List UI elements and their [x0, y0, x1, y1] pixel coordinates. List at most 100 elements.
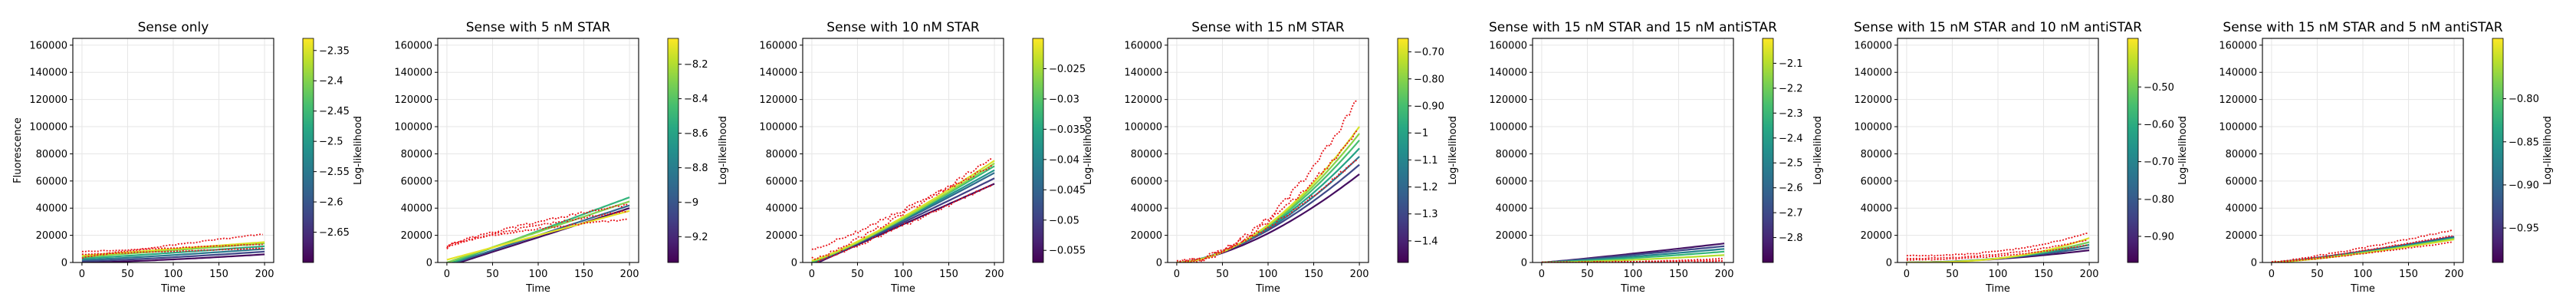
x-tick-label: 200	[985, 269, 1004, 280]
x-tick-label: 50	[486, 269, 499, 280]
model-line-5	[446, 210, 630, 261]
colorbar-tick-label: −0.04	[1049, 154, 1079, 166]
colorbar-tick-label: −1.4	[1414, 236, 1438, 247]
x-tick-label: 100	[1624, 269, 1643, 280]
y-tick-label: 0	[61, 258, 67, 269]
panel-title: Sense with 15 nM STAR and 10 nM antiSTAR	[1854, 20, 2142, 35]
y-tick-label: 80000	[2226, 149, 2257, 160]
y-tick-label: 40000	[1496, 203, 1527, 215]
colorbar-tick-label: −8.4	[684, 94, 708, 105]
y-tick-label: 120000	[1124, 94, 1162, 106]
y-tick-label: 0	[426, 258, 432, 269]
chart-panel-1: 0 50 100 150 200 0 20000 40000 60000 80000 100000 1…	[12, 20, 364, 295]
x-axis-label: Time	[1985, 283, 2010, 295]
x-tick-label: 0	[1539, 269, 1545, 280]
y-tick-label: 140000	[759, 68, 797, 79]
observed-trace-1	[2271, 229, 2453, 262]
y-tick-label: 0	[791, 258, 797, 269]
colorbar-tick-label: −0.80	[2509, 94, 2539, 105]
colorbar-tick-label: −8.8	[684, 163, 708, 174]
observed-trace-2	[811, 158, 993, 260]
y-tick-label: 160000	[29, 40, 67, 51]
y-tick-label: 120000	[2219, 94, 2257, 106]
colorbar	[302, 38, 314, 263]
y-tick-label: 60000	[2226, 176, 2257, 187]
panel-title: Sense with 10 nM STAR	[826, 20, 980, 35]
chart-panel-4: 0 50 100 150 200 0 20000 40000 60000 80000 100000 1…	[1124, 20, 1459, 295]
colorbar-tick-label: −0.95	[2509, 223, 2539, 235]
y-tick-label: 80000	[1861, 149, 1892, 160]
colorbar-tick-label: −1.3	[1414, 209, 1438, 220]
y-tick-label: 20000	[766, 230, 797, 242]
colorbar-tick-label: −0.50	[2144, 82, 2174, 94]
y-tick-label: 100000	[1854, 122, 1892, 134]
y-tick-label: 120000	[1489, 94, 1527, 106]
x-tick-label: 150	[574, 269, 593, 280]
chart-panel-7: 0 50 100 150 200 0 20000 40000 60000 80000 100000 1…	[2219, 20, 2554, 295]
colorbar-tick-label: −2.6	[1779, 183, 1803, 194]
colorbar-tick-label: −0.90	[2144, 231, 2174, 243]
x-tick-label: 50	[1946, 269, 1959, 280]
colorbar-label: Log-likelihood	[1812, 116, 1824, 185]
colorbar-tick-label: −2.45	[319, 106, 350, 117]
observed-trace-3	[814, 183, 994, 262]
y-tick-label: 20000	[401, 230, 432, 242]
panel-title: Sense with 5 nM STAR	[466, 20, 611, 35]
y-tick-label: 40000	[36, 203, 67, 215]
x-tick-label: 100	[164, 269, 183, 280]
colorbar-tick-label: −2.65	[319, 227, 350, 239]
colorbar-label: Log-likelihood	[2542, 116, 2554, 185]
y-tick-label: 40000	[1861, 203, 1892, 215]
colorbar-tick-label: −0.025	[1049, 64, 1086, 75]
colorbar-tick-label: −2.35	[319, 45, 350, 57]
colorbar-tick-label: −0.90	[2509, 180, 2539, 191]
colorbar-tick-label: −2.5	[1779, 158, 1803, 170]
colorbar-tick-label: −0.055	[1049, 246, 1086, 257]
y-tick-label: 80000	[1496, 149, 1527, 160]
chart-panel-5: 0 50 100 150 200 0 20000 40000 60000 80000 100000 1…	[1489, 20, 1824, 295]
observed-trace-1	[81, 233, 263, 259]
panel-title: Sense with 15 nM STAR and 15 nM antiSTAR	[1489, 20, 1777, 35]
x-tick-label: 150	[939, 269, 958, 280]
x-axis-label: Time	[1620, 283, 1645, 295]
x-tick-label: 50	[1216, 269, 1229, 280]
plot-area	[1176, 100, 1360, 262]
x-axis-label: Time	[890, 283, 915, 295]
colorbar-label: Log-likelihood	[2177, 116, 2189, 185]
y-tick-label: 100000	[759, 122, 797, 134]
colorbar-tick-label: −1.2	[1414, 182, 1438, 193]
colorbar-tick-label: −2.4	[319, 76, 343, 87]
chart-panel-6: 0 50 100 150 200 0 20000 40000 60000 80000 100000 1…	[1854, 20, 2189, 295]
x-tick-label: 100	[894, 269, 913, 280]
colorbar-tick-label: −2.2	[1779, 83, 1803, 94]
x-tick-label: 200	[1350, 269, 1369, 280]
y-tick-label: 40000	[2226, 203, 2257, 215]
y-tick-label: 120000	[1854, 94, 1892, 106]
plot-area	[811, 158, 995, 262]
y-axis-label: Fluorescence	[12, 117, 24, 183]
x-tick-label: 0	[1904, 269, 1910, 280]
colorbar	[1397, 38, 1409, 263]
colorbar	[2492, 38, 2504, 263]
observed-trace-2	[2271, 235, 2453, 262]
y-tick-label: 20000	[36, 230, 67, 242]
model-line-1	[456, 207, 630, 262]
x-tick-label: 200	[620, 269, 639, 280]
plot-area	[1541, 243, 1725, 262]
y-tick-label: 100000	[29, 122, 67, 134]
y-tick-label: 0	[1886, 258, 1892, 269]
colorbar-tick-label: −9	[684, 197, 698, 209]
colorbar-tick-label: −2.8	[1779, 233, 1803, 244]
colorbar	[1762, 38, 1774, 263]
y-tick-label: 160000	[2219, 40, 2257, 51]
x-tick-label: 200	[1715, 269, 1734, 280]
x-tick-label: 0	[2269, 269, 2275, 280]
observed-trace-2	[81, 243, 263, 253]
y-tick-label: 140000	[2219, 68, 2257, 79]
x-tick-label: 50	[1581, 269, 1594, 280]
x-tick-label: 100	[1989, 269, 2008, 280]
y-tick-label: 60000	[1496, 176, 1527, 187]
y-tick-label: 160000	[759, 40, 797, 51]
chart-panel-2: 0 50 100 150 200 0 20000 40000 60000 80000 100000 1…	[394, 20, 729, 295]
y-tick-label: 60000	[36, 176, 67, 187]
